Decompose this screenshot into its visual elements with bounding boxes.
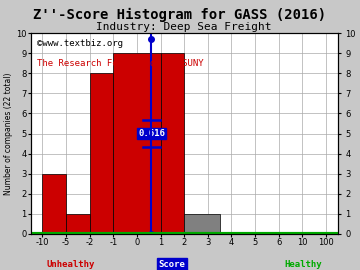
Bar <box>184 214 220 234</box>
Bar <box>66 214 90 234</box>
Text: Unhealthy: Unhealthy <box>47 260 95 269</box>
Bar <box>113 53 161 234</box>
Text: Healthy: Healthy <box>284 260 322 269</box>
Text: Score: Score <box>158 260 185 269</box>
Y-axis label: Number of companies (22 total): Number of companies (22 total) <box>4 72 13 195</box>
Text: The Research Foundation of SUNY: The Research Foundation of SUNY <box>37 59 203 68</box>
Text: ©www.textbiz.org: ©www.textbiz.org <box>37 39 123 48</box>
Title: Industry: Deep Sea Freight: Industry: Deep Sea Freight <box>96 22 272 32</box>
Bar <box>42 174 66 234</box>
Bar <box>161 53 184 234</box>
Text: 0.616: 0.616 <box>138 129 165 138</box>
Bar <box>90 73 113 234</box>
Text: Z''-Score Histogram for GASS (2016): Z''-Score Histogram for GASS (2016) <box>33 8 327 22</box>
